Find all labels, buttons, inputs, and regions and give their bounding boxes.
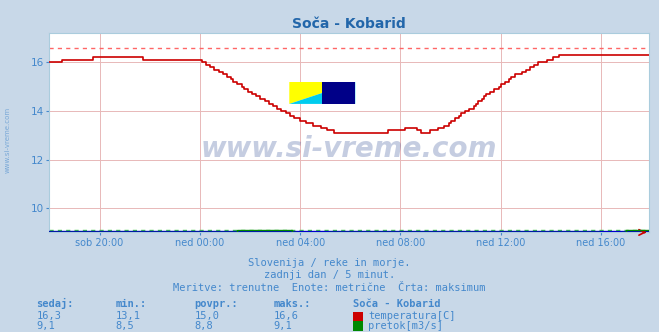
Text: maks.:: maks.:: [273, 299, 311, 309]
Text: povpr.:: povpr.:: [194, 299, 238, 309]
Text: sedaj:: sedaj:: [36, 298, 74, 309]
Polygon shape: [289, 82, 355, 104]
Polygon shape: [322, 82, 355, 104]
Polygon shape: [289, 82, 355, 104]
Text: 16,3: 16,3: [36, 311, 61, 321]
Text: www.si-vreme.com: www.si-vreme.com: [201, 135, 498, 163]
Text: Soča - Kobarid: Soča - Kobarid: [353, 299, 440, 309]
Text: 9,1: 9,1: [36, 321, 55, 331]
Text: pretok[m3/s]: pretok[m3/s]: [368, 321, 444, 331]
Text: 15,0: 15,0: [194, 311, 219, 321]
Text: zadnji dan / 5 minut.: zadnji dan / 5 minut.: [264, 270, 395, 280]
Text: 16,6: 16,6: [273, 311, 299, 321]
Text: min.:: min.:: [115, 299, 146, 309]
Text: 9,1: 9,1: [273, 321, 292, 331]
Text: temperatura[C]: temperatura[C]: [368, 311, 456, 321]
Text: 8,8: 8,8: [194, 321, 213, 331]
Text: www.si-vreme.com: www.si-vreme.com: [5, 106, 11, 173]
Title: Soča - Kobarid: Soča - Kobarid: [293, 17, 406, 31]
Text: Meritve: trenutne  Enote: metrične  Črta: maksimum: Meritve: trenutne Enote: metrične Črta: …: [173, 283, 486, 293]
Text: 13,1: 13,1: [115, 311, 140, 321]
Text: Slovenija / reke in morje.: Slovenija / reke in morje.: [248, 258, 411, 268]
Text: 8,5: 8,5: [115, 321, 134, 331]
